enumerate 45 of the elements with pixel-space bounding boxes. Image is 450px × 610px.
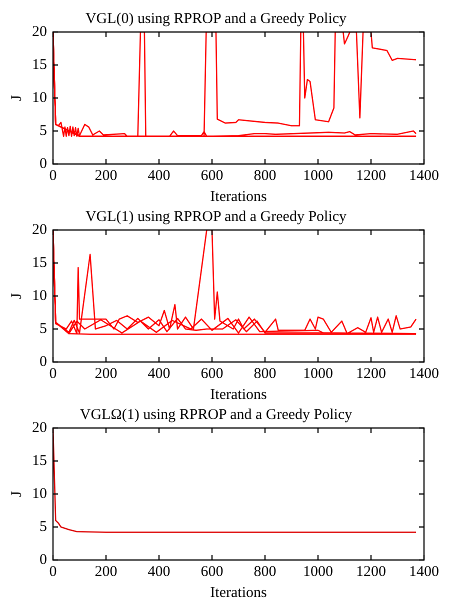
x-tick-label: 1000 [303,366,333,382]
x-tick-label: 1200 [356,366,386,382]
x-tick-label: 400 [148,366,170,382]
x-tick-label: 1400 [409,366,439,382]
x-tick-label: 1000 [303,168,333,184]
x-tick-label: 600 [200,366,224,382]
y-tick-label: 10 [32,288,47,304]
x-tick-label: 800 [254,168,276,184]
x-tick-label: 800 [254,366,276,382]
x-axis-title: Iterations [210,584,267,601]
x-tick-label: 1000 [303,564,333,580]
x-tick-label: 200 [94,564,118,580]
y-tick-label: 20 [32,24,47,40]
y-axis-title: J [8,292,25,299]
x-tick-label: 600 [200,564,224,580]
y-tick-label: 0 [40,552,47,568]
y-tick-label: 0 [40,156,47,172]
x-axis-title: Iterations [210,188,267,205]
chart-title: VGLΩ(1) using RPROP and a Greedy Policy [80,406,353,423]
x-tick-label: 1200 [356,564,386,580]
y-tick-label: 5 [40,320,47,337]
y-tick-label: 5 [40,122,47,139]
x-tick-label: 400 [148,168,170,184]
chart-title: VGL(0) using RPROP and a Greedy Policy [85,10,348,27]
y-tick-label: 10 [32,486,47,502]
x-tick-label: 600 [200,168,224,184]
y-tick-label: 15 [32,56,47,73]
x-tick-label: 800 [254,564,276,580]
x-tick-label: 1200 [356,168,386,184]
y-tick-label: 15 [32,452,47,469]
chart-title: VGL(1) using RPROP and a Greedy Policy [85,208,348,225]
y-tick-label: 20 [32,222,47,238]
x-axis-title: Iterations [210,386,267,403]
y-tick-label: 15 [32,254,47,271]
x-tick-label: 200 [94,168,118,184]
y-axis-title: J [8,94,25,101]
x-tick-label: 1400 [409,564,439,580]
x-tick-label: 400 [148,564,170,580]
y-tick-label: 10 [32,90,47,106]
y-tick-label: 5 [40,518,47,535]
x-tick-label: 200 [94,366,118,382]
y-tick-label: 20 [32,420,47,436]
x-tick-label: 1400 [409,168,439,184]
y-tick-label: 0 [40,354,47,370]
y-axis-title: J [8,490,25,497]
